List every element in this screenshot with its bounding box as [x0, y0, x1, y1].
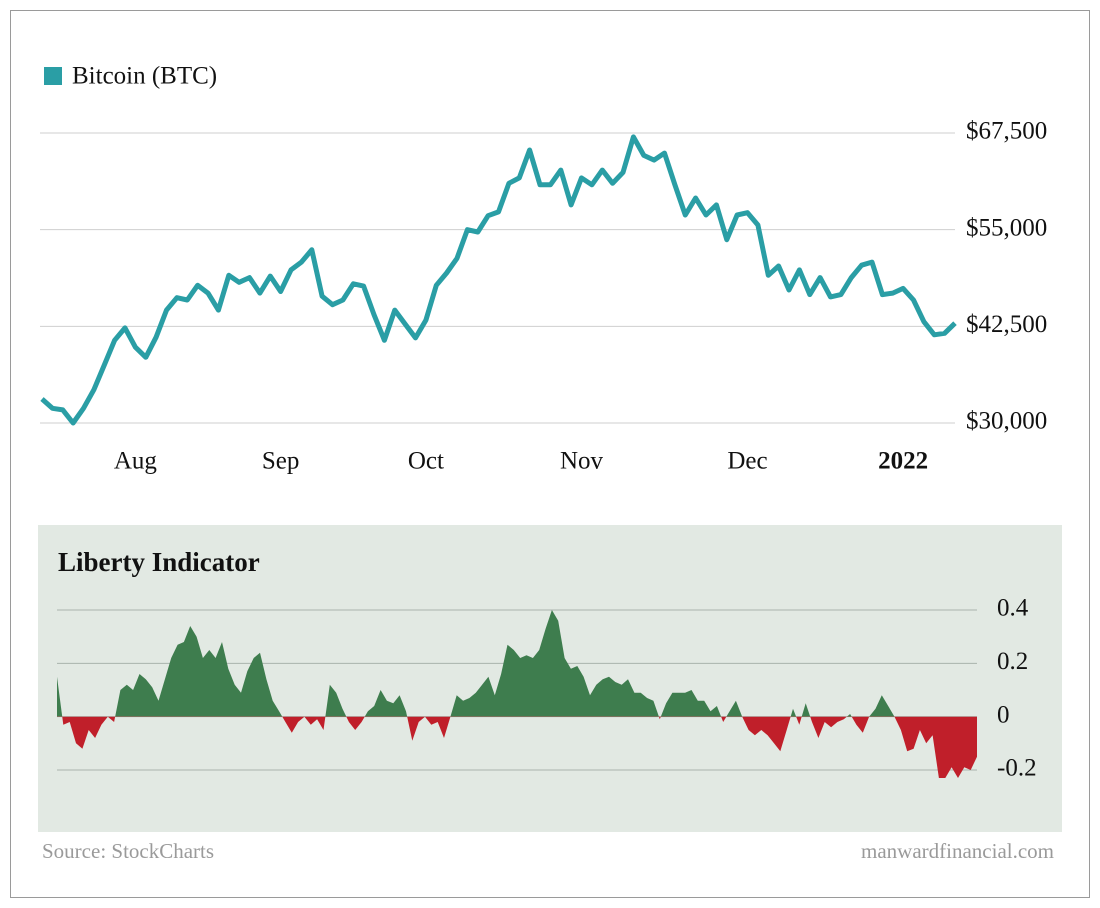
- y-tick-label: $42,500: [966, 311, 1047, 338]
- x-tick-label: Dec: [727, 448, 767, 475]
- y-tick-label: 0: [997, 701, 1010, 728]
- y-tick-label: $55,000: [966, 214, 1047, 241]
- x-tick-label: Oct: [408, 448, 444, 475]
- indicator-area: [57, 610, 977, 778]
- legend-label: Bitcoin (BTC): [72, 63, 217, 90]
- y-tick-label: 0.4: [997, 595, 1029, 622]
- y-tick-label: $30,000: [966, 408, 1047, 435]
- y-tick-label: 0.2: [997, 648, 1028, 675]
- x-tick-label: Nov: [560, 448, 604, 475]
- x-tick-label: Sep: [262, 448, 300, 475]
- indicator-title: Liberty Indicator: [58, 547, 260, 577]
- y-tick-label: $67,500: [966, 118, 1047, 145]
- site: manwardfinancial.com: [861, 839, 1054, 863]
- x-tick-label: 2022: [878, 448, 928, 475]
- y-tick-label: -0.2: [997, 755, 1037, 782]
- legend-swatch: [44, 67, 62, 85]
- x-tick-label: Aug: [114, 448, 158, 475]
- price-line: [40, 134, 957, 426]
- source: Source: StockCharts: [42, 839, 214, 863]
